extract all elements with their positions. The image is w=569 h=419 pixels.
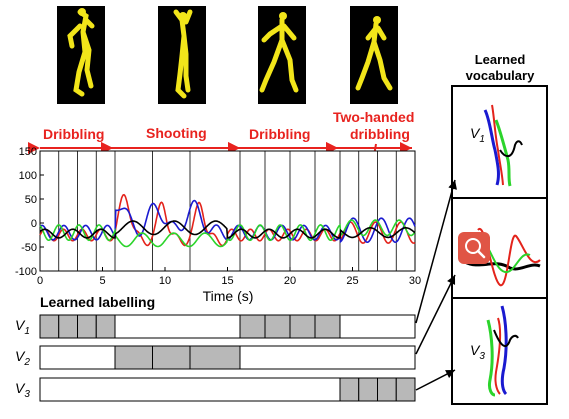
x-tick-label: 5	[99, 275, 105, 287]
label-interval	[58, 314, 78, 339]
label-interval	[239, 314, 266, 339]
pose-thumbnail-1	[57, 6, 105, 104]
vocab-panel	[451, 85, 548, 405]
segment-label-shooting: Shooting	[146, 125, 207, 141]
learned-vocabulary: Learned vocabulary V1 V2 V3	[451, 52, 548, 405]
time-series-chart: 150 100 50 0 -50 -100 0 5 10 15 20 25 30 Time (s)	[15, 146, 421, 304]
label-interval	[395, 377, 416, 402]
segment-label-dribbling-2: Dribbling	[249, 126, 310, 142]
row-label-v3: V3	[15, 380, 30, 400]
x-tick-label: 15	[221, 275, 233, 287]
two-handed-label-line1: Two-handed	[333, 109, 414, 125]
row-label-v1: V1	[15, 317, 30, 337]
label-interval	[77, 314, 97, 339]
series-line	[39, 220, 416, 239]
y-ticks: 150 100 50 0 -50 -100	[15, 146, 44, 278]
pose-thumbnails	[57, 6, 398, 104]
label-interval	[314, 314, 341, 339]
label-interval	[264, 314, 291, 339]
vocab-card-v3-label: V3	[470, 342, 485, 362]
label-interval	[289, 314, 316, 339]
labelling-title: Learned labelling	[40, 294, 155, 310]
segment-label-dribbling-1: Dribbling	[43, 126, 104, 142]
label-interval	[39, 314, 60, 339]
row-label-v2: V2	[15, 348, 30, 368]
vocab-title-line1: Learned	[475, 52, 526, 67]
label-interval	[114, 345, 153, 370]
pose-thumbnail-2	[158, 6, 206, 104]
chart-frame	[39, 150, 416, 272]
pose-thumbnail-3	[258, 6, 306, 104]
label-interval	[152, 345, 191, 370]
vocab-card-v1: V1	[470, 104, 523, 187]
x-axis-title: Time (s)	[203, 288, 254, 304]
x-tick-label: 30	[409, 275, 421, 287]
label-interval	[358, 377, 378, 402]
pose-thumbnail-4	[350, 6, 398, 104]
label-interval	[189, 345, 241, 370]
y-tick-label: 150	[19, 146, 37, 158]
y-tick-label: 50	[25, 194, 37, 206]
series-lines	[39, 193, 416, 248]
label-rows	[39, 314, 416, 402]
learned-labelling: Learned labelling V1 V2 V3	[15, 294, 416, 402]
vocab-card-v1-label: V1	[470, 125, 485, 145]
vocab-card-v2: V2	[458, 227, 541, 287]
y-tick-label: 100	[19, 170, 37, 182]
label-interval	[377, 377, 397, 402]
y-tick-label: 0	[31, 218, 37, 230]
two-handed-label-line2: dribbling	[350, 126, 410, 142]
y-tick-label: -100	[15, 266, 37, 278]
vocab-card-v3: V3	[470, 305, 519, 397]
x-tick-label: 0	[37, 275, 43, 287]
row-labels: V1 V2 V3	[15, 317, 30, 400]
y-tick-label: -50	[21, 242, 37, 254]
label-interval	[95, 314, 116, 339]
label-interval	[339, 377, 360, 402]
x-ticks: 0 5 10 15 20 25 30	[37, 267, 421, 287]
x-tick-label: 25	[346, 275, 358, 287]
x-tick-label: 10	[159, 275, 171, 287]
connection-arrows	[415, 179, 457, 391]
x-tick-label: 20	[284, 275, 296, 287]
vocab-title-line2: vocabulary	[466, 68, 535, 83]
